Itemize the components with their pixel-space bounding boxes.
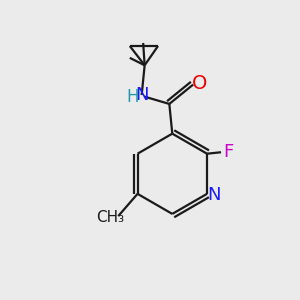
Text: CH₃: CH₃ bbox=[96, 210, 124, 225]
Text: F: F bbox=[224, 143, 234, 161]
Text: O: O bbox=[192, 74, 207, 93]
Text: N: N bbox=[135, 86, 148, 104]
Text: H: H bbox=[127, 88, 139, 106]
Text: N: N bbox=[208, 186, 221, 204]
